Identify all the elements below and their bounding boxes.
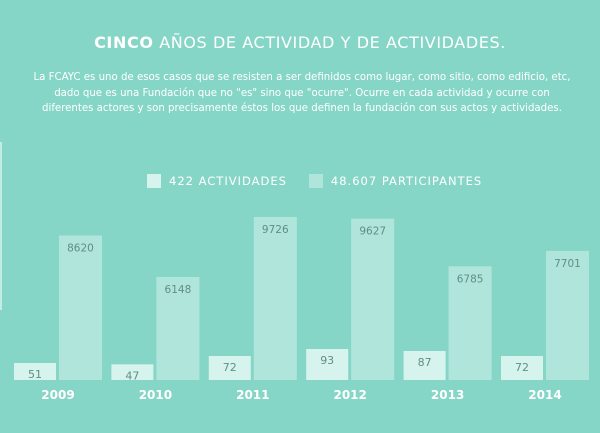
label-participantes-2014: 7701	[554, 258, 581, 270]
chart-title: CINCO AÑOS DE ACTIVIDAD Y DE ACTIVIDADES…	[0, 33, 600, 52]
bar-participantes-2009	[59, 235, 102, 380]
legend-item-participantes: 48.607 PARTICIPANTES	[308, 174, 483, 188]
bar-actividades-2011	[208, 356, 251, 380]
legend-label-participantes: 48.607 PARTICIPANTES	[330, 174, 483, 188]
legend-swatch-actividades	[147, 174, 161, 188]
bar-participantes-2014	[546, 250, 589, 380]
bar-actividades-2010	[111, 364, 154, 380]
label-actividades-2012: 93	[320, 354, 334, 367]
chart-legend: 422 ACTIVIDADES 48.607 PARTICIPANTES	[147, 174, 504, 188]
title-rest: AÑOS DE ACTIVIDAD Y DE ACTIVIDADES.	[153, 33, 506, 52]
bar-participantes-2011	[253, 217, 297, 380]
year-label-2012: 2012	[333, 388, 366, 402]
bar-actividades-2009	[14, 363, 56, 380]
label-actividades-2009: 51	[28, 368, 42, 381]
year-label-2010: 2010	[139, 388, 172, 402]
bar-actividades-2013	[403, 351, 446, 380]
bar-participantes-2013	[448, 266, 492, 380]
label-actividades-2013: 87	[418, 356, 432, 369]
left-edge-divider	[0, 142, 2, 310]
label-participantes-2013: 6785	[457, 273, 484, 285]
legend-label-actividades: 422 ACTIVIDADES	[169, 174, 287, 188]
bar-participantes-2012	[351, 218, 395, 380]
label-participantes-2012: 9627	[359, 226, 386, 238]
intro-paragraph: La FCAYC es uno de esos casos que se res…	[33, 72, 571, 114]
bar-actividades-2012	[306, 349, 349, 380]
bar-actividades-2014	[501, 356, 543, 380]
year-label-2011: 2011	[236, 388, 269, 402]
label-actividades-2014: 72	[515, 361, 529, 374]
label-actividades-2011: 72	[223, 361, 237, 374]
label-participantes-2011: 9726	[262, 224, 289, 236]
label-participantes-2009: 8620	[67, 243, 94, 255]
bar-participantes-2010	[156, 276, 200, 380]
year-label-2014: 2014	[528, 388, 561, 402]
title-bold: CINCO	[94, 33, 154, 52]
year-label-2013: 2013	[431, 388, 464, 402]
label-actividades-2010: 47	[125, 369, 139, 382]
label-participantes-2010: 6148	[165, 284, 192, 296]
year-label-2009: 2009	[41, 388, 74, 402]
legend-swatch-participantes	[308, 174, 323, 188]
legend-item-actividades: 422 ACTIVIDADES	[147, 174, 287, 188]
